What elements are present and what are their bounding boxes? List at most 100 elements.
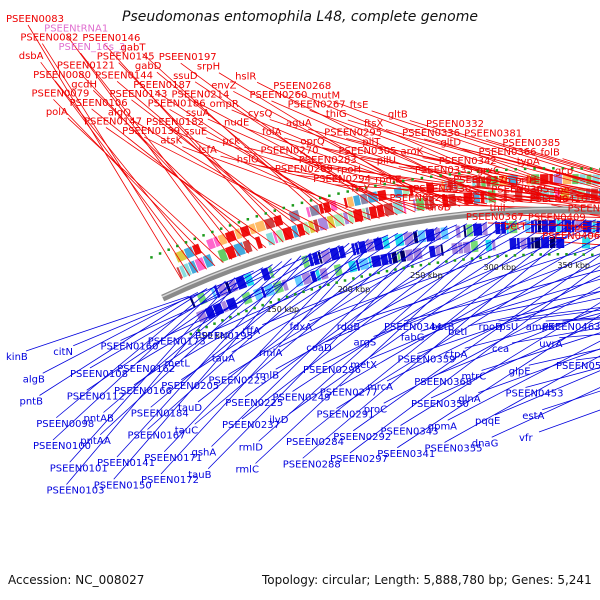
gene-label-forward: gcdH <box>71 79 97 90</box>
gene-label-forward: hslO <box>237 155 259 166</box>
gene-feature <box>259 234 269 248</box>
gene-label-reverse: uvrA <box>539 339 562 350</box>
label-leader <box>80 52 241 257</box>
gene-label-reverse: gpmA <box>428 421 457 432</box>
gene-label-reverse: PSEEN0173 <box>148 336 206 347</box>
label-leader <box>120 250 321 341</box>
gene-feature <box>347 260 358 273</box>
gene-label-reverse: tauC <box>175 425 198 436</box>
gene-feature <box>354 242 360 255</box>
label-leader <box>322 228 600 365</box>
label-leader <box>42 43 191 277</box>
gene-label-forward: PSEEN0270 <box>261 146 319 157</box>
gene-label-reverse: PSEEN0223 <box>209 376 267 387</box>
tick-mark <box>394 268 397 271</box>
gene-label-forward: aroK <box>401 147 424 158</box>
label-leader <box>245 128 470 206</box>
tick-mark <box>402 266 406 270</box>
gene-label-reverse: PSEEN0355 <box>425 444 483 455</box>
gene-label-forward: nudE <box>224 118 249 129</box>
gene-feature <box>417 229 427 243</box>
label-leader <box>513 194 600 209</box>
gene-feature <box>451 242 459 255</box>
gene-label-reverse: rmlC <box>236 465 259 476</box>
gene-label-forward: PSEEN0267 <box>288 99 346 110</box>
tick-mark <box>273 209 277 212</box>
label-leader <box>537 185 600 200</box>
label-leader <box>129 118 319 233</box>
label-leader <box>182 146 380 219</box>
gene-feature <box>319 267 329 280</box>
gene-label-forward: PSEEN0332 <box>426 119 484 130</box>
label-leader <box>417 291 600 354</box>
gene-label-forward: PSEEN0268 <box>273 81 331 92</box>
gene-label-reverse: PSEEN0225 <box>225 398 283 409</box>
gene-feature <box>313 219 320 232</box>
tick-mark <box>245 309 248 313</box>
genome-stats-footer: Topology: circular; Length: 5,888,780 bp… <box>262 573 592 587</box>
gene-label-reverse: PSEEN0108 <box>70 369 128 380</box>
gene-feature <box>170 253 178 265</box>
tick-mark <box>419 263 423 267</box>
label-leader <box>309 219 597 322</box>
gene-label-reverse: metX <box>350 360 377 371</box>
gene-feature <box>224 230 237 243</box>
tick-mark <box>383 182 386 186</box>
label-leader <box>78 71 250 254</box>
gene-feature <box>380 253 389 266</box>
gene-label-forward: oprQ <box>300 137 325 148</box>
gene-label-reverse: PSEEN0098 <box>36 419 94 430</box>
label-leader <box>447 340 600 421</box>
gene-feature <box>472 223 483 237</box>
tick-label: 250 kbp <box>410 271 443 280</box>
label-leader <box>498 307 600 322</box>
gene-label-forward: PSEEN0182 <box>146 117 204 128</box>
tick-mark <box>219 227 223 230</box>
gene-label-forward: PSEEN0283 <box>299 155 357 166</box>
label-leader <box>486 139 600 174</box>
gene-label-forward: PSEEN0143 <box>109 89 167 100</box>
label-leader <box>467 297 600 327</box>
tick-mark <box>486 169 489 173</box>
label-leader <box>525 232 600 237</box>
label-leader <box>422 157 600 192</box>
tick-mark <box>285 295 289 299</box>
gene-feature <box>176 266 184 279</box>
tick-mark <box>228 224 232 227</box>
tick-mark <box>453 259 457 262</box>
gene-label-forward: srpH <box>197 62 220 73</box>
gene-feature <box>353 194 361 206</box>
label-leader <box>282 156 533 202</box>
label-leader <box>207 225 448 470</box>
label-leader <box>525 367 600 388</box>
label-leader <box>487 222 600 228</box>
gene-label-forward: PSEEN0321 <box>389 193 447 204</box>
gene-feature <box>249 290 256 302</box>
tick-mark <box>385 269 389 273</box>
gene-label-forward: PSEEN0305 <box>339 146 397 157</box>
gene-feature <box>428 196 435 209</box>
gene-label-forward: ssuE <box>184 127 207 138</box>
tick-mark <box>309 199 313 202</box>
tick-mark <box>150 256 153 259</box>
gene-feature <box>303 221 311 235</box>
gene-label-reverse: algB <box>23 374 45 385</box>
gene-feature <box>495 238 503 251</box>
label-leader <box>131 99 310 236</box>
label-leader <box>194 81 398 216</box>
tick-mark <box>352 277 355 280</box>
tick-mark <box>565 253 568 256</box>
label-leader <box>193 100 407 214</box>
tick-mark <box>556 253 560 256</box>
gene-label-reverse: PSEEN0101 <box>50 463 108 474</box>
gene-feature <box>534 220 538 233</box>
gene-label-forward: PSEEN0197 <box>159 52 217 63</box>
tick-mark <box>213 322 216 325</box>
gene-label-reverse: rmlB <box>256 370 279 381</box>
gene-label-forward: PSEENtRNA1 <box>44 24 108 35</box>
gene-label-forward: dsbA <box>19 51 44 62</box>
tick-mark <box>429 175 433 179</box>
gene-feature <box>402 185 410 197</box>
gene-label-forward: PSEEN0406 <box>542 231 600 242</box>
label-leader <box>73 270 254 347</box>
